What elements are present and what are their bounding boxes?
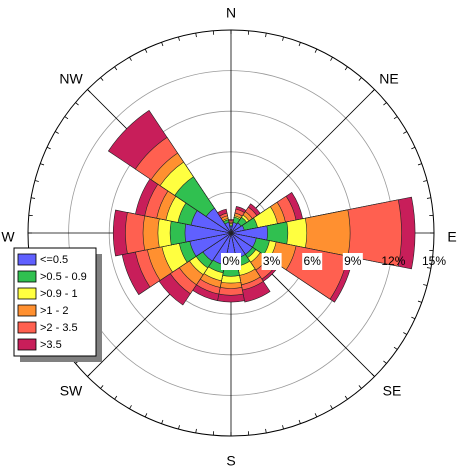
outer-tick (283, 425, 284, 429)
legend-swatch (18, 322, 36, 333)
outer-tick (75, 103, 78, 106)
outer-tick (31, 198, 35, 199)
outer-tick (145, 413, 147, 417)
outer-tick (345, 67, 347, 70)
outer-tick (383, 103, 386, 106)
sectors (108, 110, 415, 305)
outer-tick (178, 425, 179, 429)
outer-tick (331, 57, 333, 60)
legend-item: >0.9 - 1 (18, 288, 78, 300)
ring-label-6: 6% (302, 253, 322, 270)
legend-item: >2 - 3.5 (18, 322, 78, 334)
legend: <=0.5 >0.5 - 0.9 >0.9 - 1 >1 - 2 >2 - 3.5 >3.… (14, 248, 102, 362)
outer-tick (331, 405, 333, 408)
outer-tick (383, 361, 386, 364)
outer-tick (115, 396, 117, 399)
ring-label-3: 3% (262, 253, 282, 270)
outer-tick (162, 42, 163, 46)
outer-tick (394, 347, 397, 349)
outer-tick (418, 164, 422, 165)
ring-label-15: 15% (422, 254, 446, 268)
legend-item: >1 - 2 (18, 305, 68, 317)
ring-label-0: 0% (221, 253, 241, 270)
outer-tick (87, 374, 90, 377)
outer-tick (87, 89, 90, 92)
direction-label-S: S (226, 453, 235, 467)
outer-tick (130, 405, 132, 408)
outer-tick (65, 117, 68, 119)
legend-swatch (18, 305, 36, 316)
outer-tick (101, 385, 104, 388)
legend-label: <=0.5 (40, 254, 68, 266)
outer-tick (315, 49, 317, 53)
direction-label-E: E (447, 229, 456, 245)
outer-tick (115, 67, 117, 70)
outer-tick (130, 57, 132, 60)
outer-tick (427, 198, 431, 199)
outer-tick (299, 42, 300, 46)
outer-tick (403, 132, 406, 134)
outer-tick (266, 33, 267, 37)
direction-label-W: W (1, 229, 15, 245)
outer-tick (423, 285, 427, 286)
outer-tick (35, 180, 39, 181)
legend-item: >0.5 - 0.9 (18, 271, 87, 283)
legend-item: >3.5 (18, 339, 62, 351)
outer-tick (40, 164, 44, 165)
legend-label: >0.9 - 1 (40, 288, 78, 300)
direction-label-N: N (226, 5, 236, 21)
ring-label-text: 6% (304, 254, 322, 268)
legend-label: >3.5 (40, 339, 62, 351)
ring-label-9: 9% (343, 253, 363, 270)
legend-label: >2 - 3.5 (40, 322, 78, 334)
outer-tick (423, 180, 427, 181)
outer-tick (411, 147, 415, 149)
outer-tick (196, 33, 197, 37)
legend-swatch (18, 339, 36, 350)
outer-tick (283, 37, 284, 41)
outer-tick (101, 77, 104, 80)
outer-tick (145, 49, 147, 53)
outer-tick (178, 37, 179, 41)
outer-tick (359, 77, 362, 80)
outer-tick (372, 89, 375, 92)
ring-label-12: 12% (381, 254, 405, 268)
outer-tick (372, 374, 375, 377)
legend-swatch (18, 271, 36, 282)
ring-label-text: 15% (422, 254, 446, 268)
ring-label-text: 0% (222, 254, 240, 268)
legend-item: <=0.5 (18, 254, 68, 266)
outer-tick (196, 429, 197, 433)
direction-label-NW: NW (59, 71, 83, 87)
outer-tick (345, 396, 347, 399)
ring-label-text: 3% (263, 254, 281, 268)
legend-swatch (18, 288, 36, 299)
outer-tick (411, 317, 415, 319)
outer-tick (418, 301, 422, 302)
outer-tick (403, 333, 406, 335)
direction-label-SW: SW (60, 383, 83, 399)
outer-tick (266, 429, 267, 433)
outer-tick (299, 420, 300, 424)
legend-label: >0.5 - 0.9 (40, 271, 87, 283)
outer-tick (47, 147, 51, 149)
legend-swatch (18, 254, 36, 265)
direction-label-NE: NE (379, 71, 398, 87)
outer-tick (394, 117, 397, 119)
direction-label-SE: SE (383, 383, 402, 399)
outer-tick (315, 413, 317, 417)
legend-label: >1 - 2 (40, 305, 68, 317)
ring-label-text: 9% (344, 254, 362, 268)
outer-tick (162, 420, 163, 424)
outer-tick (55, 132, 58, 134)
outer-tick (359, 385, 362, 388)
ring-label-text: 12% (381, 254, 405, 268)
